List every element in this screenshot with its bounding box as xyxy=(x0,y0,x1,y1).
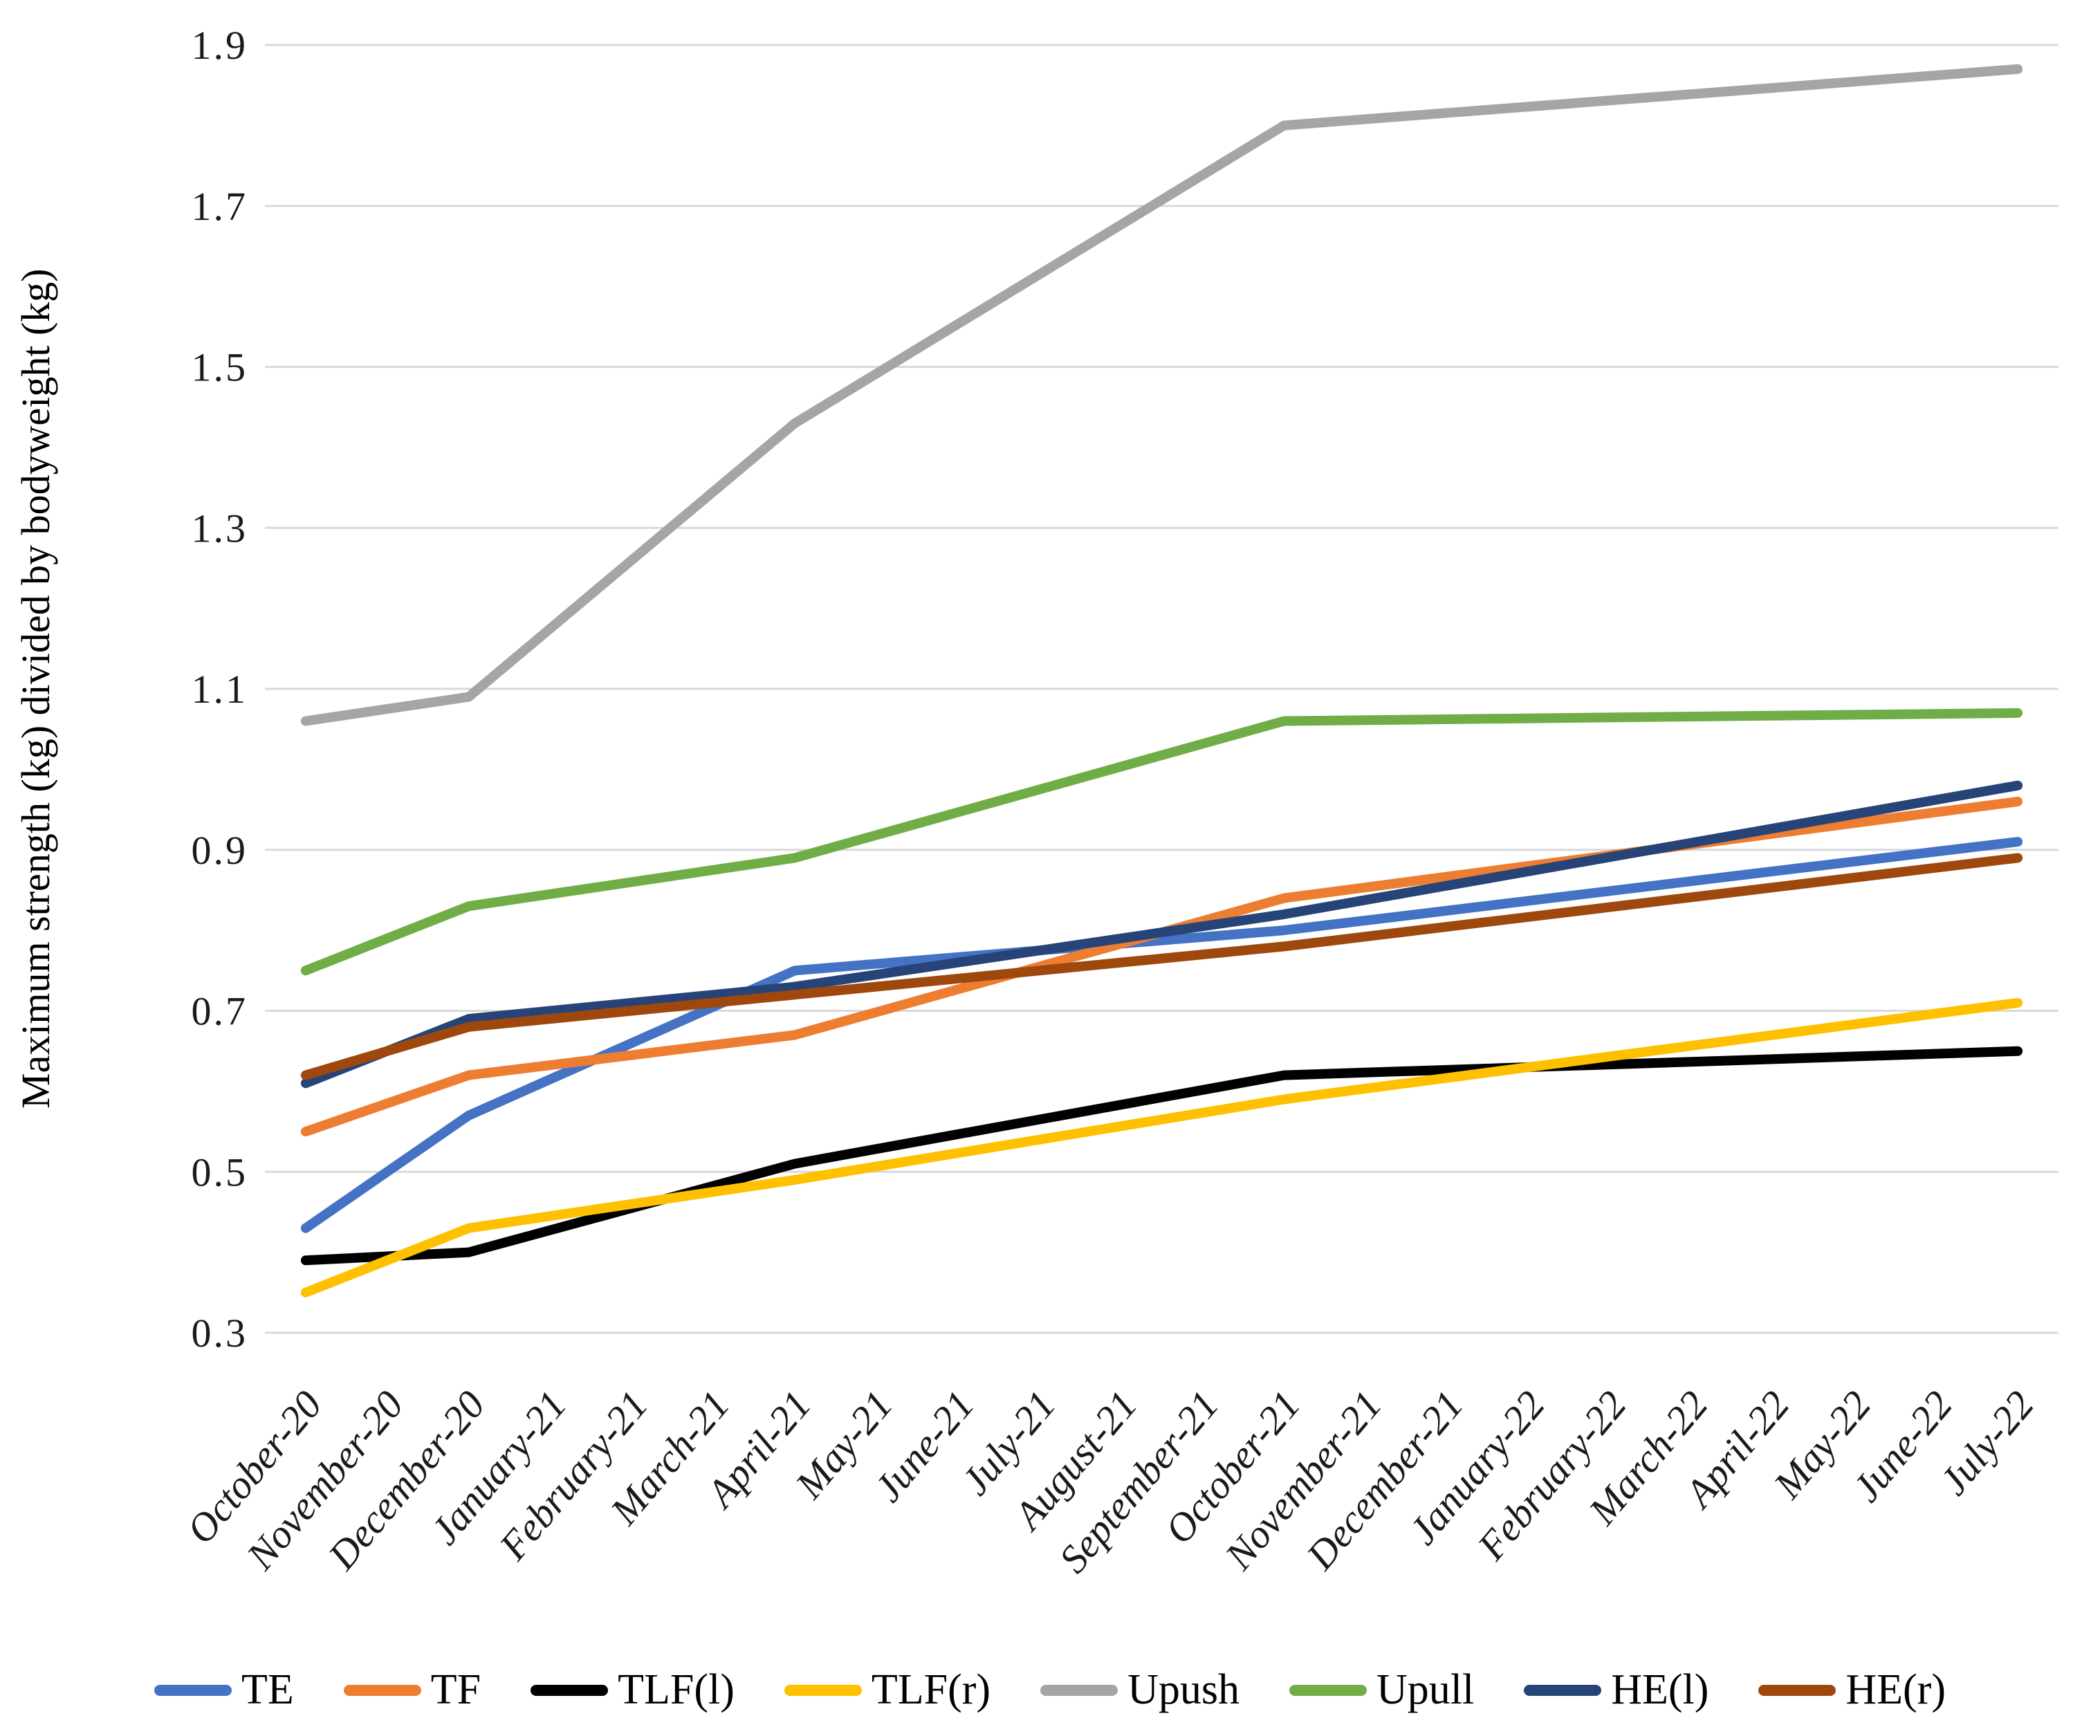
legend-swatch-TF xyxy=(343,1684,421,1696)
series-line-HE(r) xyxy=(300,853,2023,1080)
legend-item-Upush: Upush xyxy=(1040,1665,1240,1715)
legend-label: TE xyxy=(241,1666,294,1713)
legend-item-TLF(l): TLF(l) xyxy=(531,1665,735,1715)
legend-item-HE(r): HE(r) xyxy=(1758,1665,1946,1715)
series-line-Upull xyxy=(300,708,2023,976)
legend-item-TE: TE xyxy=(154,1665,294,1715)
legend-swatch-TLF(r) xyxy=(784,1684,862,1696)
legend-item-Upull: Upull xyxy=(1289,1665,1474,1715)
y-tick-label: 0.5 xyxy=(192,1149,248,1194)
legend-swatch-HE(l) xyxy=(1524,1684,1602,1696)
legend-item-TLF(r): TLF(r) xyxy=(784,1665,991,1715)
series-line-TLF(r) xyxy=(300,997,2023,1298)
y-tick-label: 1.3 xyxy=(192,506,248,551)
legend: TE TF TLF(l) TLF(r) Upush Upull HE(l) HE(r) xyxy=(0,1665,2100,1715)
y-tick-label: 1.1 xyxy=(192,667,248,712)
y-tick-label: 0.7 xyxy=(192,989,248,1034)
legend-item-HE(l): HE(l) xyxy=(1524,1665,1708,1715)
y-tick-label: 1.5 xyxy=(192,345,248,390)
legend-label: TLF(l) xyxy=(618,1666,735,1713)
legend-label: HE(l) xyxy=(1611,1666,1709,1713)
legend-label: Upull xyxy=(1376,1666,1475,1713)
y-tick-label: 0.3 xyxy=(192,1311,248,1356)
series-line-TF xyxy=(300,796,2023,1137)
series-line-TE xyxy=(300,837,2023,1233)
legend-item-TF: TF xyxy=(343,1665,481,1715)
legend-swatch-Upush xyxy=(1040,1684,1118,1696)
legend-label: TF xyxy=(430,1666,481,1713)
legend-swatch-Upull xyxy=(1289,1684,1367,1696)
legend-label: Upush xyxy=(1127,1666,1240,1713)
legend-label: TLF(r) xyxy=(871,1666,991,1713)
legend-swatch-HE(r) xyxy=(1758,1684,1836,1696)
series-line-Upush xyxy=(300,64,2023,726)
y-tick-label: 1.7 xyxy=(192,184,248,229)
y-axis-title: Maximum strength (kg) divided by bodywei… xyxy=(13,268,58,1109)
legend-swatch-TE xyxy=(154,1684,232,1696)
legend-swatch-TLF(l) xyxy=(531,1684,609,1696)
legend-label: HE(r) xyxy=(1845,1666,1946,1713)
y-tick-label: 0.9 xyxy=(192,828,248,873)
y-tick-label: 1.9 xyxy=(192,23,248,68)
series-line-TLF(l) xyxy=(300,1046,2023,1266)
